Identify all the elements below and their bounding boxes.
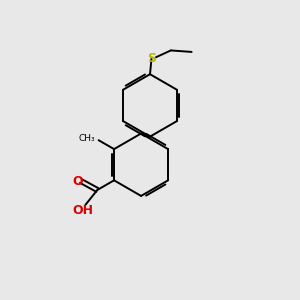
Text: CH₃: CH₃ (78, 134, 95, 143)
Text: O: O (72, 175, 83, 188)
Text: OH: OH (73, 204, 94, 217)
Text: S: S (147, 52, 156, 65)
